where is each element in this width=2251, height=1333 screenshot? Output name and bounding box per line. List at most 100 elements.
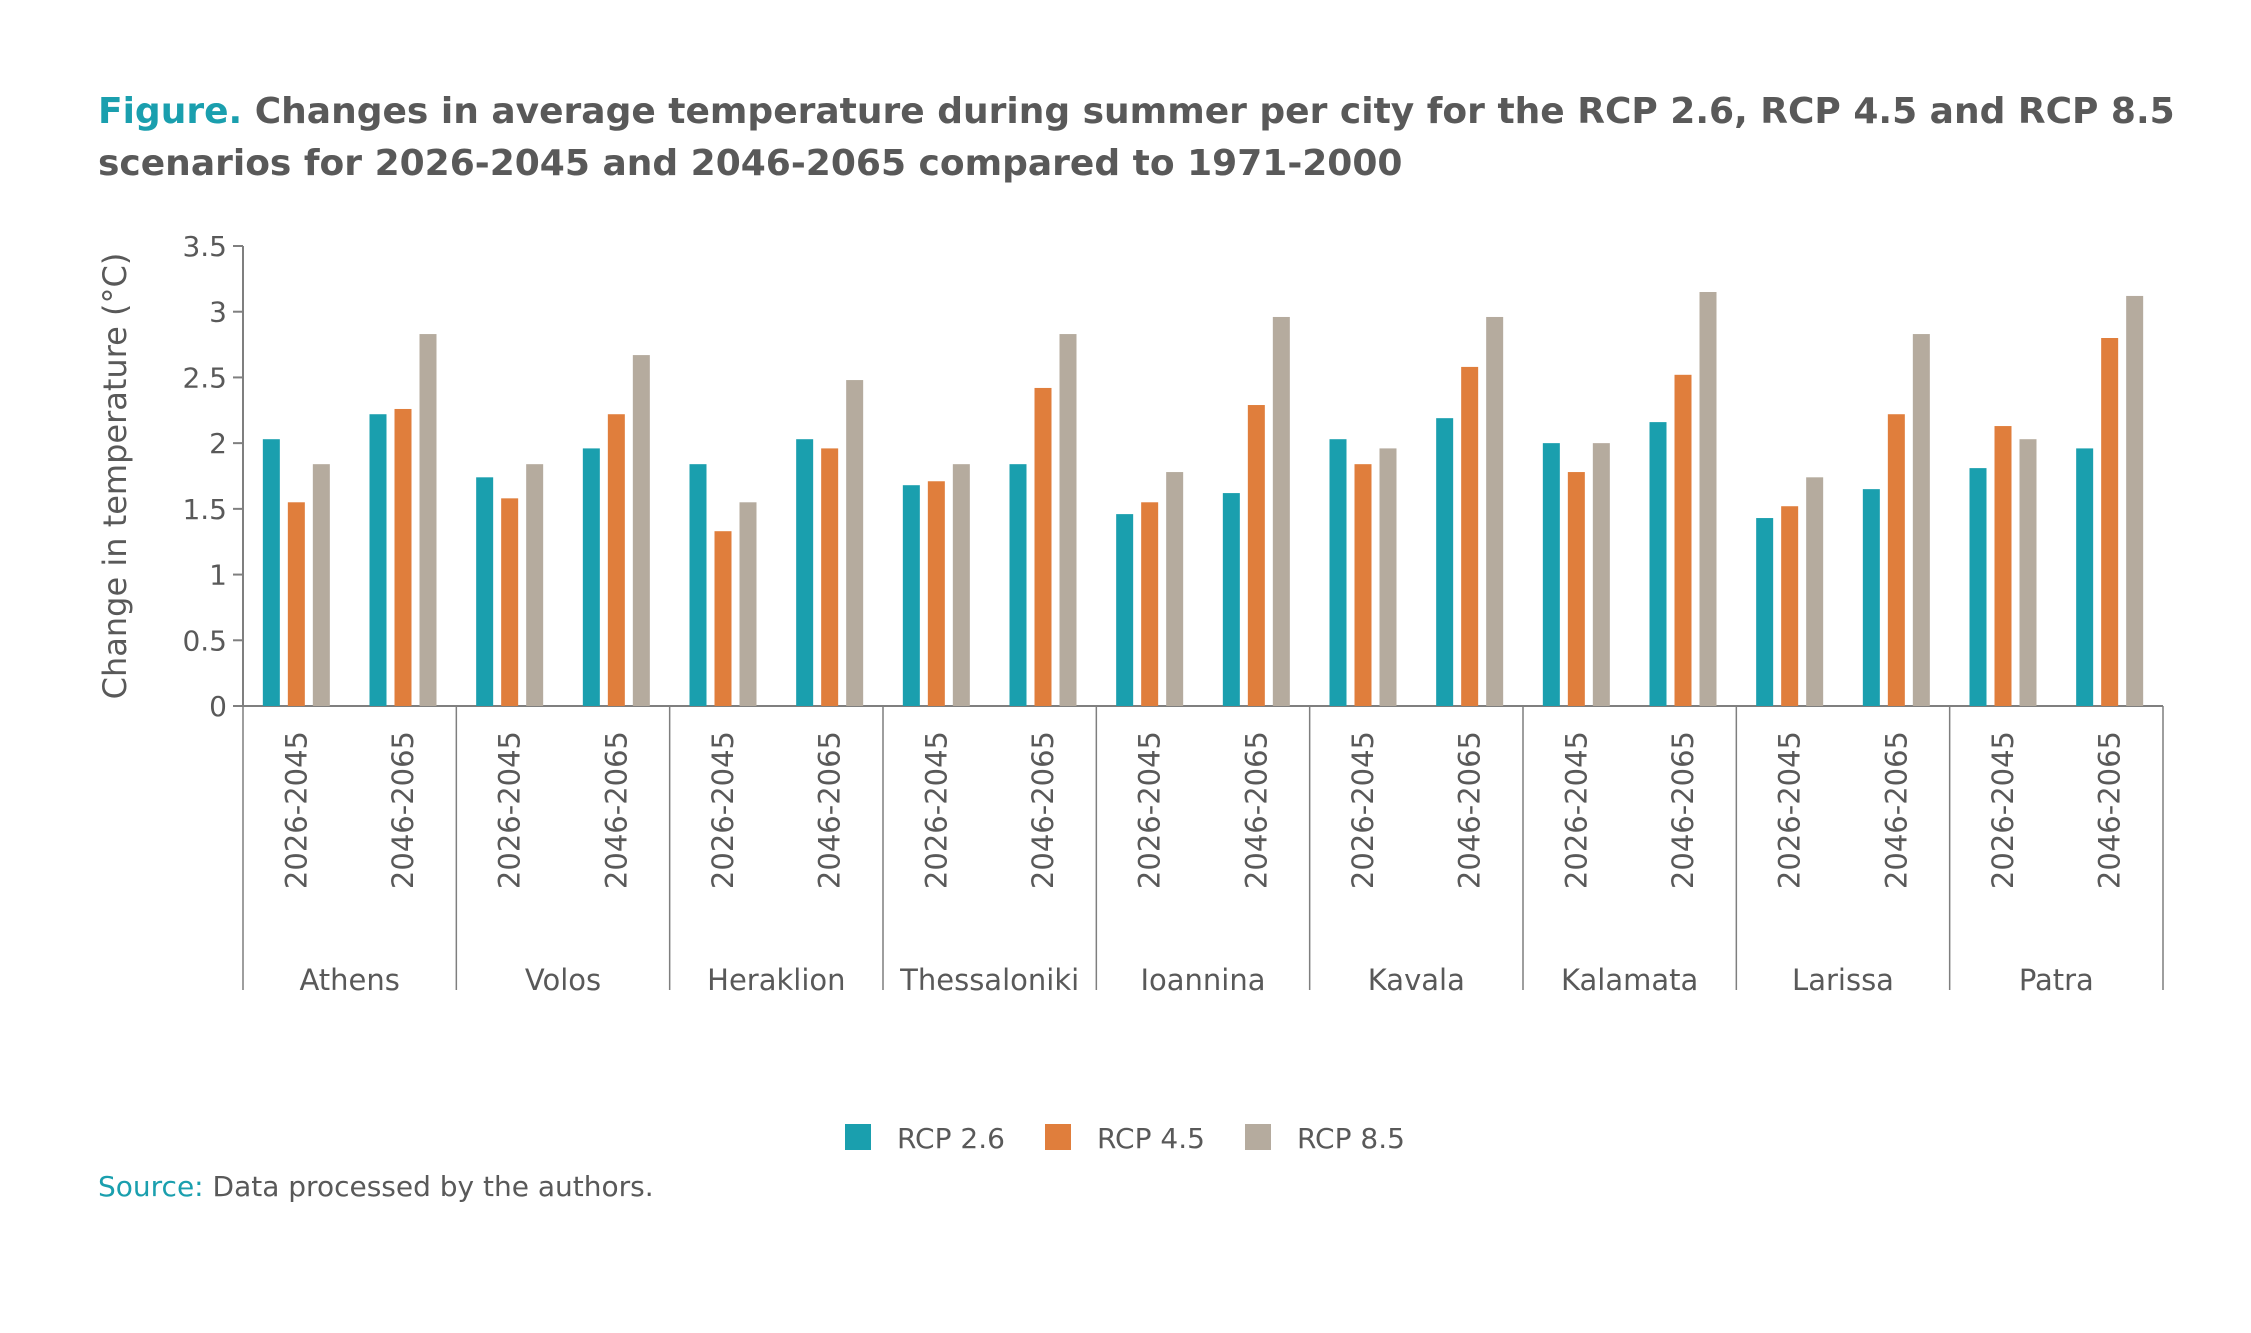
x-city-label: Kavala: [1368, 963, 1465, 997]
bar-rcp-8-5: [312, 464, 330, 706]
x-period-label: 2046-2065: [813, 731, 847, 889]
x-period-label: 2026-2045: [1559, 731, 1593, 889]
source-note: Source: Data processed by the authors.: [98, 1170, 654, 1203]
x-period-label: 2046-2065: [1026, 731, 1060, 889]
bar-rcp-2-6: [1862, 489, 1880, 706]
y-tick-label: 0: [209, 690, 227, 723]
bar-rcp-4-5: [1141, 502, 1159, 706]
bar-rcp-8-5: [1912, 334, 1930, 706]
bar-rcp-4-5: [1674, 374, 1692, 706]
legend-label: RCP 4.5: [1097, 1122, 1205, 1155]
legend-swatch: [1045, 1124, 1071, 1150]
x-period-label: 2046-2065: [1879, 731, 1913, 889]
chart-title: Figure. Changes in average temperature d…: [98, 86, 2178, 190]
bar-rcp-8-5: [952, 464, 970, 706]
bar-rcp-4-5: [821, 448, 839, 706]
x-period-label: 2026-2045: [279, 731, 313, 889]
bar-rcp-2-6: [1649, 422, 1667, 706]
bar-rcp-4-5: [1354, 464, 1372, 706]
bar-rcp-8-5: [419, 334, 437, 706]
x-period-label: 2046-2065: [2093, 731, 2127, 889]
bar-rcp-2-6: [582, 448, 600, 706]
bar-rcp-4-5: [1461, 366, 1479, 706]
legend-swatch: [845, 1124, 871, 1150]
x-period-label: 2046-2065: [386, 731, 420, 889]
bar-rcp-4-5: [287, 502, 305, 706]
y-tick-label: 3: [209, 296, 227, 329]
bar-rcp-8-5: [2126, 295, 2144, 706]
bar-rcp-2-6: [902, 485, 920, 706]
bar-rcp-8-5: [1486, 316, 1504, 706]
bar-rcp-8-5: [632, 355, 650, 706]
y-tick-label: 2.5: [182, 361, 227, 394]
bar-rcp-8-5: [1272, 316, 1290, 706]
bar-rcp-2-6: [1436, 418, 1454, 706]
bar-rcp-4-5: [394, 408, 412, 706]
x-period-label: 2046-2065: [1666, 731, 1700, 889]
y-tick-label: 0.5: [182, 624, 227, 657]
x-city-label: Volos: [525, 963, 601, 997]
bar-rcp-4-5: [1247, 405, 1265, 706]
y-axis-title: Change in temperature (°C): [96, 253, 134, 700]
bar-rcp-2-6: [689, 464, 707, 706]
x-period-label: 2046-2065: [599, 731, 633, 889]
x-period-label: 2026-2045: [493, 731, 527, 889]
bar-rcp-4-5: [927, 481, 945, 706]
bar-rcp-8-5: [1379, 448, 1397, 706]
source-label: Source:: [98, 1170, 204, 1203]
x-city-label: Patra: [2019, 963, 2094, 997]
x-city-label: Thessaloniki: [899, 963, 1079, 997]
bar-rcp-2-6: [476, 477, 494, 706]
x-period-label: 2046-2065: [1453, 731, 1487, 889]
source-text: Data processed by the authors.: [212, 1170, 654, 1203]
x-period-label: 2046-2065: [1239, 731, 1273, 889]
bar-rcp-2-6: [1329, 439, 1347, 706]
bar-rcp-2-6: [1542, 443, 1560, 706]
bar-rcp-8-5: [1166, 472, 1184, 706]
bar-rcp-2-6: [1969, 468, 1987, 706]
y-tick-label: 2: [209, 427, 227, 460]
figure-prefix: Figure.: [98, 91, 243, 132]
bar-rcp-2-6: [796, 439, 814, 706]
bar-rcp-2-6: [1222, 493, 1240, 706]
bar-rcp-8-5: [846, 380, 864, 706]
legend-label: RCP 8.5: [1297, 1122, 1405, 1155]
bar-rcp-8-5: [739, 502, 757, 706]
bar-rcp-4-5: [607, 414, 625, 706]
x-city-label: Heraklion: [707, 963, 845, 997]
bar-rcp-8-5: [2019, 439, 2037, 706]
x-city-label: Athens: [299, 963, 399, 997]
bar-rcp-4-5: [1994, 426, 2012, 706]
x-period-label: 2026-2045: [1773, 731, 1807, 889]
bar-rcp-8-5: [1592, 443, 1610, 706]
x-period-label: 2026-2045: [919, 731, 953, 889]
bar-rcp-2-6: [1116, 514, 1134, 706]
y-tick-label: 1: [209, 559, 227, 592]
y-tick-label: 1.5: [182, 493, 227, 526]
bar-rcp-2-6: [2076, 448, 2094, 706]
x-city-label: Ioannina: [1140, 963, 1265, 997]
bar-rcp-4-5: [714, 531, 732, 706]
bar-rcp-8-5: [1059, 334, 1077, 706]
bar-rcp-4-5: [501, 498, 519, 706]
y-tick-label: 3.5: [182, 230, 227, 263]
figure-title-text: Changes in average temperature during su…: [98, 91, 2175, 184]
bar-rcp-8-5: [526, 464, 544, 706]
x-period-label: 2026-2045: [706, 731, 740, 889]
bar-rcp-4-5: [1781, 506, 1799, 706]
bar-rcp-8-5: [1806, 477, 1824, 706]
legend-label: RCP 2.6: [897, 1122, 1005, 1155]
bar-rcp-8-5: [1699, 292, 1717, 706]
x-period-label: 2026-2045: [1346, 731, 1380, 889]
legend-swatch: [1245, 1124, 1271, 1150]
bar-rcp-2-6: [262, 439, 280, 706]
x-period-label: 2026-2045: [1986, 731, 2020, 889]
bar-rcp-4-5: [1567, 472, 1585, 706]
x-city-label: Kalamata: [1561, 963, 1698, 997]
bar-rcp-2-6: [1756, 518, 1774, 706]
x-period-label: 2026-2045: [1133, 731, 1167, 889]
bar-rcp-4-5: [2101, 338, 2119, 706]
x-city-label: Larissa: [1792, 963, 1894, 997]
bar-rcp-2-6: [1009, 464, 1027, 706]
